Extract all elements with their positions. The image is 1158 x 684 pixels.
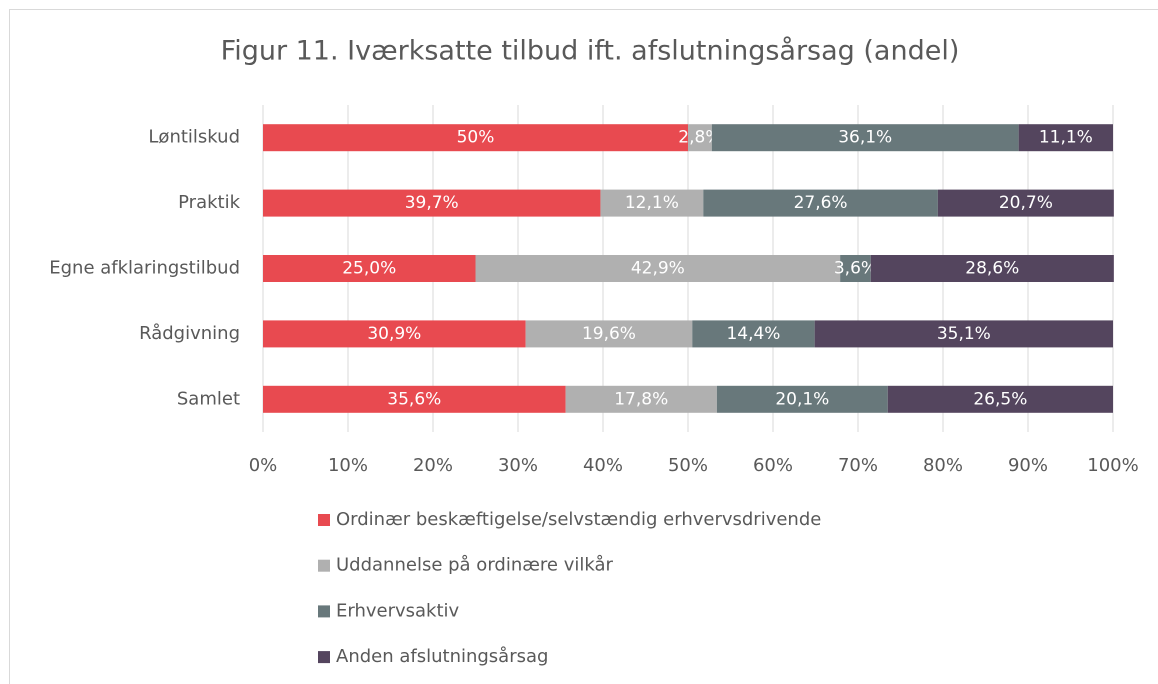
legend-swatch: [318, 514, 330, 526]
legend-label: Ordinær beskæftigelse/selvstændig erhver…: [336, 509, 821, 530]
value-label: 11,1%: [1039, 128, 1093, 148]
bar-segment: [887, 385, 1113, 413]
y-tick-label: Rådgivning: [139, 323, 240, 344]
value-label: 30,9%: [367, 324, 421, 344]
value-label: 20,1%: [775, 389, 829, 409]
value-label: 35,6%: [387, 389, 441, 409]
value-label: 35,1%: [937, 324, 991, 344]
bar-segment: [1018, 124, 1113, 152]
bar-segment: [703, 189, 938, 217]
value-label: 28,6%: [965, 259, 1019, 279]
x-tick-label: 20%: [413, 455, 453, 476]
legend-label: Erhvervsaktiv: [336, 600, 460, 621]
x-tick-label: 50%: [668, 455, 708, 476]
bar-segment: [263, 320, 526, 348]
value-label: 50%: [457, 128, 495, 148]
bar-segment: [475, 255, 841, 282]
bar-segment: [263, 124, 688, 152]
value-label: 26,5%: [973, 389, 1027, 409]
value-label: 12,1%: [625, 193, 679, 213]
x-tick-label: 100%: [1087, 455, 1138, 476]
bar-segment: [565, 385, 717, 413]
bar-segment: [263, 255, 476, 282]
y-tick-label: Samlet: [177, 388, 240, 409]
x-tick-label: 90%: [1008, 455, 1048, 476]
y-tick-label: Praktik: [178, 192, 240, 213]
value-label: 36,1%: [838, 128, 892, 148]
value-label: 17,8%: [614, 389, 668, 409]
x-tick-label: 80%: [923, 455, 963, 476]
x-tick-label: 40%: [583, 455, 623, 476]
bar-segment: [263, 189, 601, 217]
bar-segment: [711, 124, 1019, 152]
chart-title: Figur 11. Iværksatte tilbud ift. afslutn…: [221, 36, 960, 67]
bar-segment: [600, 189, 704, 217]
value-label: 39,7%: [405, 193, 459, 213]
bar-segment: [692, 320, 815, 348]
bar-segment: [870, 255, 1114, 282]
bar-segment: [814, 320, 1113, 348]
legend-label: Uddannelse på ordinære vilkår: [336, 555, 613, 576]
bar-segment: [716, 385, 888, 413]
y-tick-label: Egne afklaringstilbud: [49, 258, 240, 279]
legend-swatch: [318, 559, 330, 572]
value-label: 19,6%: [582, 324, 636, 344]
x-tick-label: 60%: [753, 455, 793, 476]
x-tick-label: 30%: [498, 455, 538, 476]
bar-segment: [937, 189, 1114, 217]
value-label: 27,6%: [794, 193, 848, 213]
x-tick-label: 10%: [328, 455, 368, 476]
bar-segment: [525, 320, 693, 348]
value-label: 25,0%: [342, 259, 396, 279]
bar-segment: [688, 124, 712, 152]
legend-label: Anden afslutningsårsag: [336, 646, 548, 667]
legend-swatch: [318, 651, 330, 664]
x-tick-label: 70%: [838, 455, 878, 476]
value-label: 2,8%: [678, 128, 721, 148]
value-label: 20,7%: [999, 193, 1053, 213]
y-tick-label: Løntilskud: [148, 127, 240, 148]
legend-swatch: [318, 605, 330, 618]
value-label: 14,4%: [726, 324, 780, 344]
bar-segment: [263, 385, 566, 413]
value-label: 3,6%: [834, 259, 877, 279]
bar-segment: [840, 255, 871, 282]
value-label: 42,9%: [631, 259, 685, 279]
x-tick-label: 0%: [249, 455, 278, 476]
